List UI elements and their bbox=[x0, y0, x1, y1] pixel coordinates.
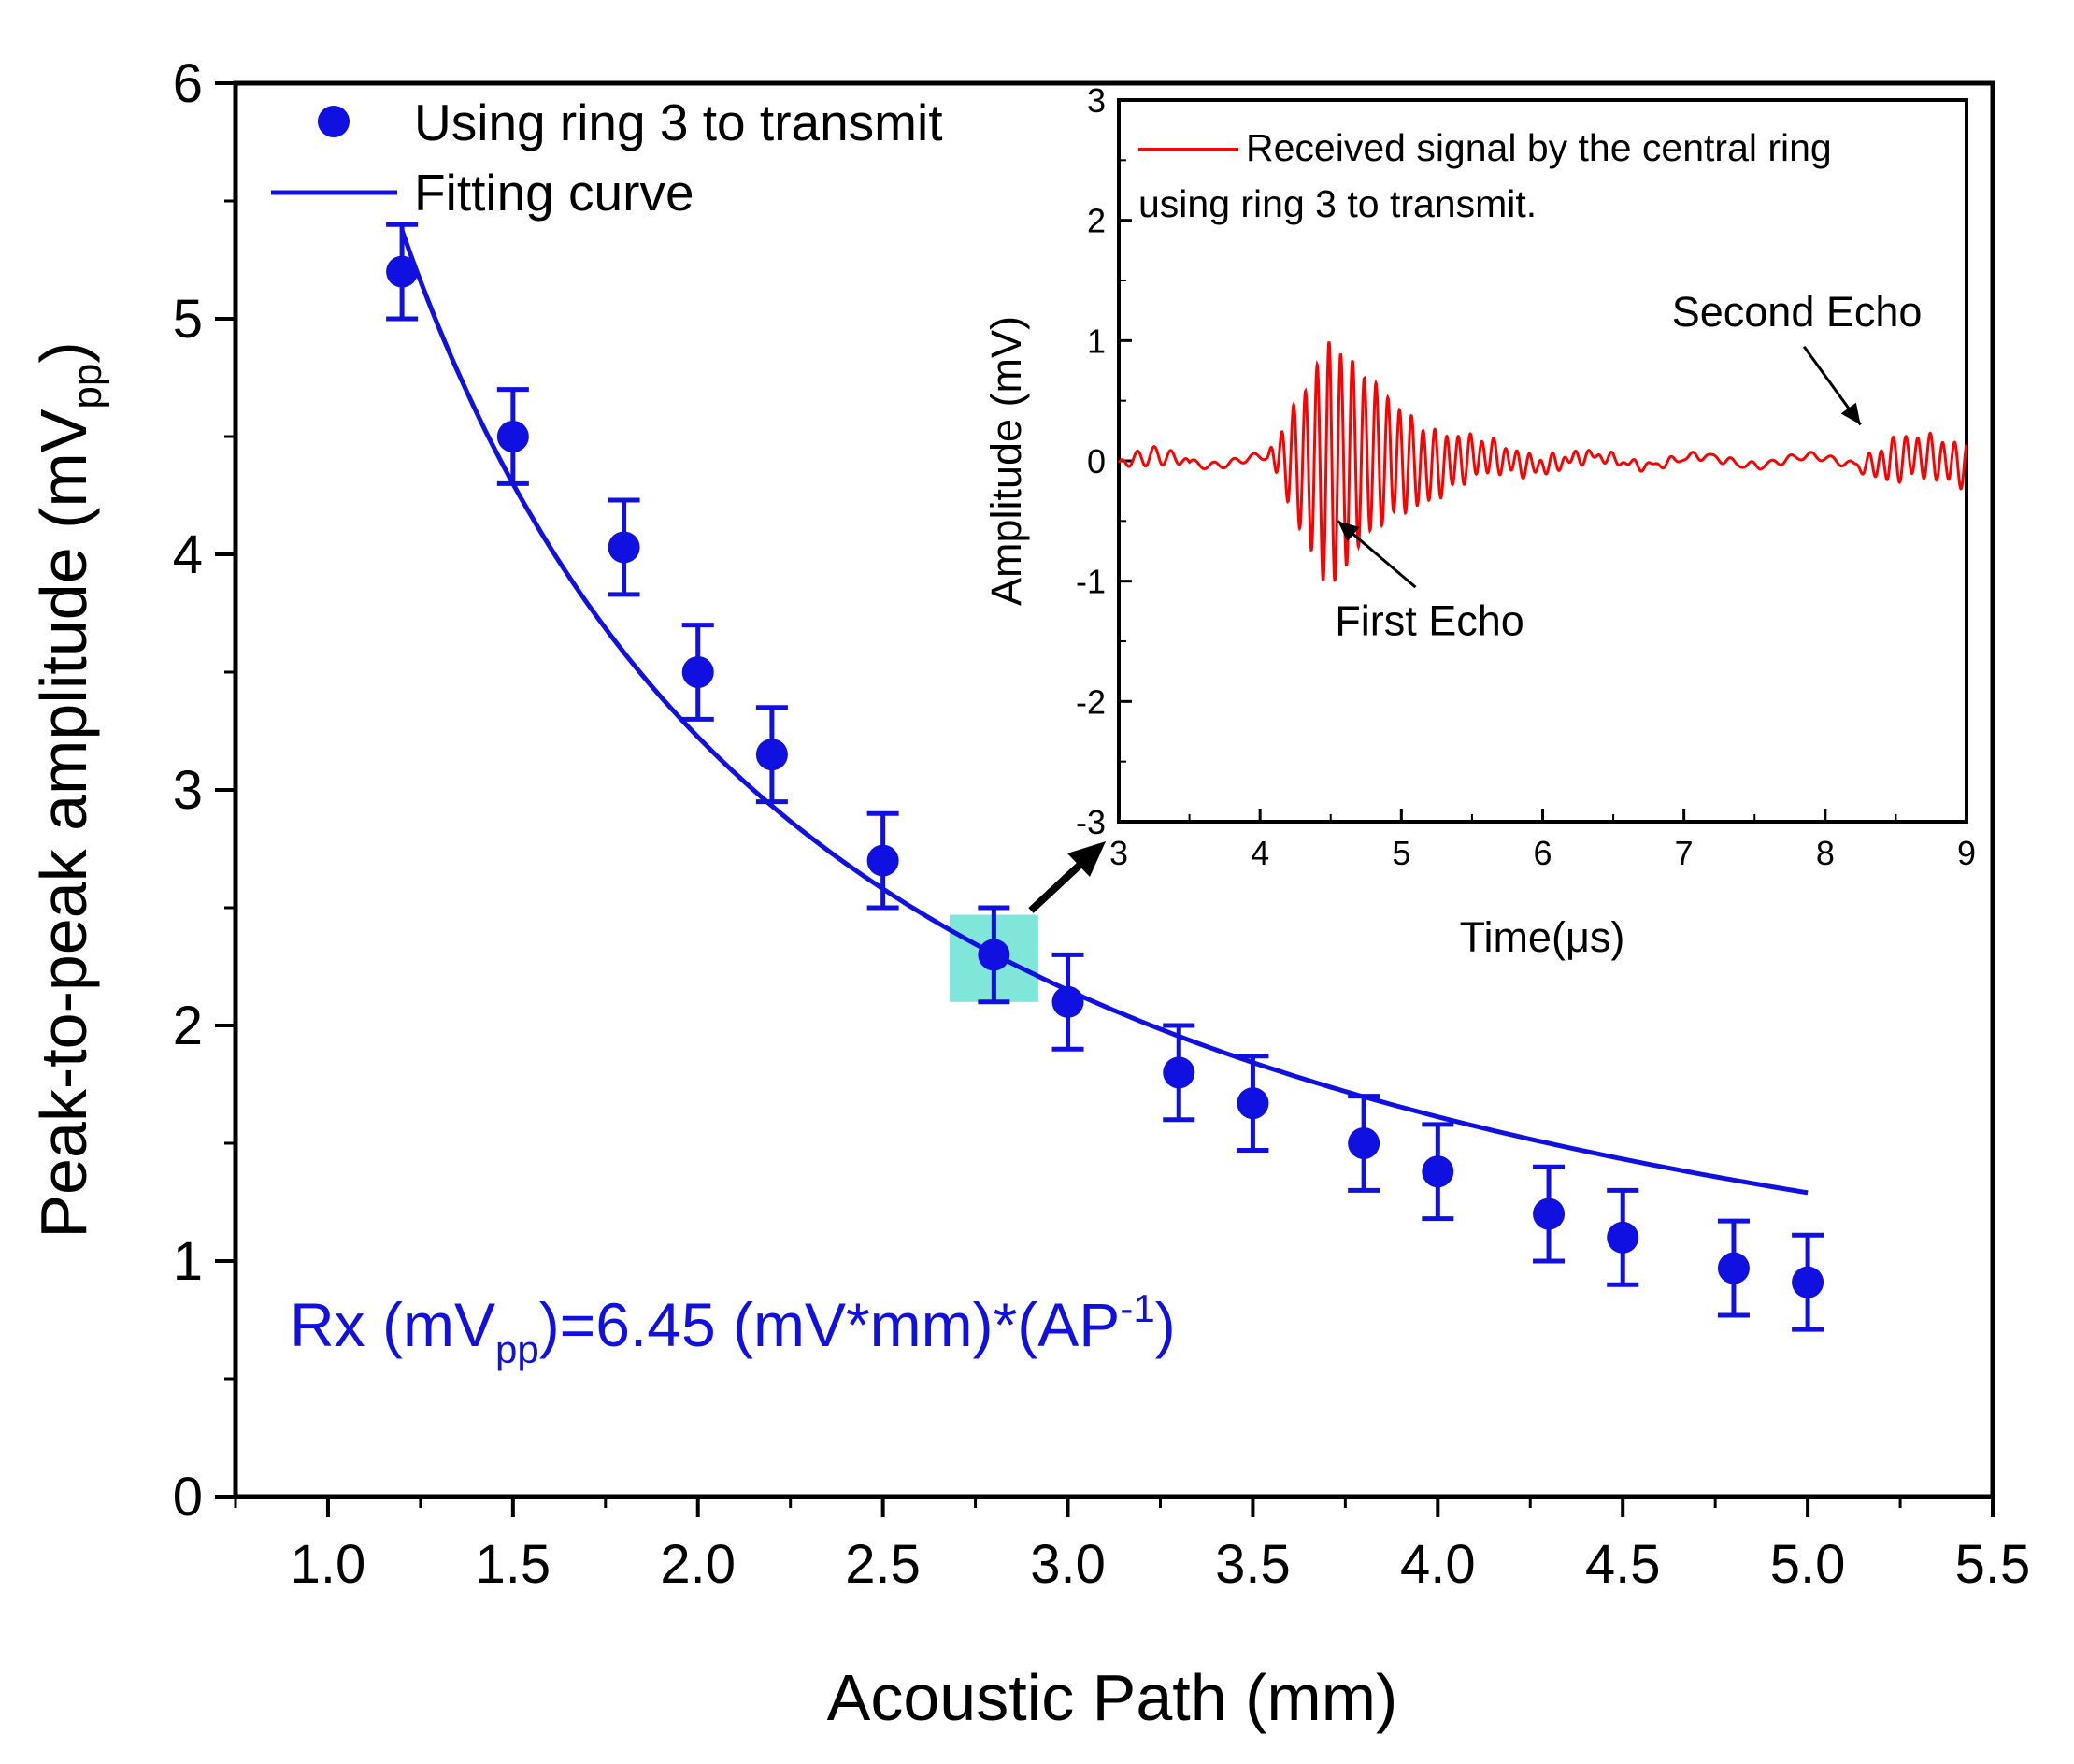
inset-y-axis-title: Amplitude (mV) bbox=[982, 316, 1030, 606]
fitting-curve bbox=[399, 229, 1809, 1196]
data-point bbox=[1051, 985, 1084, 1018]
x-tick-label: 2.0 bbox=[660, 1534, 736, 1595]
x-axis-title: Acoustic Path (mm) bbox=[827, 1661, 1398, 1734]
data-point bbox=[1163, 1056, 1195, 1089]
inset-legend-line2: using ring 3 to transmit. bbox=[1138, 182, 1537, 225]
x-tick-label: 4.0 bbox=[1400, 1534, 1476, 1595]
inset-x-axis-title: Time(μs) bbox=[1460, 913, 1625, 961]
data-point bbox=[1422, 1155, 1454, 1188]
data-point bbox=[1348, 1127, 1380, 1159]
inset-x-tick-label: 5 bbox=[1392, 834, 1410, 872]
inset-x-tick-label: 6 bbox=[1533, 834, 1552, 872]
inset-annotation-label: First Echo bbox=[1335, 597, 1524, 645]
legend-fit-label: Fitting curve bbox=[414, 164, 694, 222]
received-signal-line bbox=[1117, 341, 1968, 582]
inset-x-tick-label: 8 bbox=[1816, 834, 1835, 872]
data-point bbox=[1607, 1221, 1639, 1254]
data-point bbox=[1237, 1087, 1269, 1120]
inset-x-tick-label: 9 bbox=[1957, 834, 1976, 872]
data-point bbox=[1792, 1266, 1824, 1298]
y-tick-label: 1 bbox=[173, 1231, 203, 1292]
inset-y-tick-label: -2 bbox=[1076, 682, 1106, 721]
inset-y-tick-label: -3 bbox=[1076, 803, 1106, 841]
data-point bbox=[386, 255, 419, 288]
x-tick-label: 2.5 bbox=[845, 1534, 921, 1595]
y-tick-label: 0 bbox=[173, 1467, 203, 1527]
y-tick-label: 3 bbox=[173, 760, 203, 821]
data-points-group bbox=[386, 222, 1824, 1332]
x-tick-label: 4.5 bbox=[1585, 1534, 1661, 1595]
inset-annotation-label: Second Echo bbox=[1672, 288, 1923, 336]
x-tick-label: 3.0 bbox=[1030, 1534, 1106, 1595]
inset-x-tick-label: 4 bbox=[1251, 834, 1269, 872]
inset-x-tick-label: 3 bbox=[1109, 834, 1128, 872]
inset-annotation-arrowhead bbox=[1840, 402, 1861, 425]
fit-equation-c: ) bbox=[1155, 1290, 1176, 1359]
data-point bbox=[866, 844, 899, 877]
highlight-to-inset-arrow bbox=[1028, 841, 1106, 913]
data-point bbox=[496, 421, 529, 452]
fit-equation-sup: -1 bbox=[1120, 1286, 1154, 1330]
x-tick-label: 1.5 bbox=[476, 1534, 551, 1595]
y-tick-label: 4 bbox=[173, 524, 203, 585]
main-axis-ticks: 1.0 1.5 2.0 2.5 3.0 3.5 4.0 4.5 5.0 5.5 0 1 2 3 4 5 6 bbox=[173, 53, 2031, 1595]
inset-x-tick-label: 7 bbox=[1675, 834, 1694, 872]
inset-annotations-group: First Echo Second Echo bbox=[1335, 288, 1922, 645]
y-axis-title-close: ) bbox=[27, 341, 100, 363]
inset-y-tick-label: 2 bbox=[1087, 202, 1106, 240]
y-axis-title: Peak-to-peak amplitude (mVpp) bbox=[27, 341, 110, 1238]
data-point bbox=[1717, 1252, 1750, 1284]
inset-legend-line1: Received signal by the central ring bbox=[1246, 126, 1832, 169]
y-tick-label: 6 bbox=[173, 53, 203, 114]
y-axis-title-sub: pp bbox=[64, 364, 110, 409]
fit-equation-a: Rx (mV bbox=[290, 1290, 495, 1359]
inset-y-tick-label: 3 bbox=[1087, 81, 1106, 120]
inset-y-tick-label: 0 bbox=[1087, 442, 1106, 480]
inset-y-tick-label: -1 bbox=[1076, 563, 1106, 601]
data-point bbox=[755, 739, 788, 771]
fit-equation: Rx (mVpp)=6.45 (mV*mm)*(AP-1) bbox=[290, 1286, 1176, 1371]
data-point bbox=[608, 531, 640, 564]
legend-point-marker bbox=[318, 106, 350, 137]
fit-equation-b: )=6.45 (mV*mm)*(AP bbox=[539, 1290, 1121, 1359]
inset-annotation-arrowhead bbox=[1337, 521, 1360, 542]
y-axis-title-main: Peak-to-peak amplitude (mV bbox=[27, 409, 100, 1238]
x-tick-label: 3.5 bbox=[1215, 1534, 1291, 1595]
fitting-curve-group bbox=[399, 229, 1809, 1196]
x-tick-label: 1.0 bbox=[291, 1534, 366, 1595]
x-tick-label: 5.0 bbox=[1770, 1534, 1846, 1595]
data-point bbox=[681, 656, 714, 688]
y-tick-label: 2 bbox=[173, 996, 203, 1056]
inset-y-tick-label: 1 bbox=[1087, 322, 1106, 360]
fit-equation-sub: pp bbox=[495, 1327, 539, 1371]
inset-axis-ticks: 3 4 5 6 7 8 9 -3 -2 -1 0 1 2 3 bbox=[1076, 81, 1976, 872]
inset-signal-group bbox=[1117, 341, 1968, 582]
y-tick-label: 5 bbox=[173, 289, 203, 350]
data-point bbox=[978, 939, 1010, 971]
legend-points-label: Using ring 3 to transmit bbox=[414, 93, 943, 151]
data-point bbox=[1533, 1198, 1566, 1230]
x-tick-label: 5.5 bbox=[1955, 1534, 2031, 1595]
